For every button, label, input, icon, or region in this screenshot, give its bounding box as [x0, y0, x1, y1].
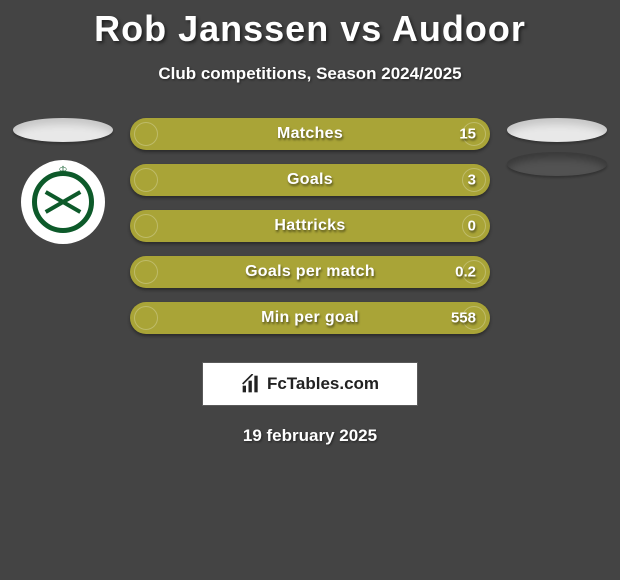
stat-value: 0	[468, 218, 476, 235]
stat-label: Goals	[287, 171, 333, 189]
club-cross-icon	[43, 182, 83, 222]
stat-bar: Matches 15	[130, 118, 490, 150]
left-player-column: ♔	[8, 118, 118, 244]
club-badge-inner	[32, 171, 94, 233]
player-photo-placeholder	[13, 118, 113, 142]
stats-bars: Matches 15 Goals 3 Hattricks 0 Goals per…	[130, 118, 490, 334]
stat-label: Matches	[277, 125, 343, 143]
right-player-column	[502, 118, 612, 176]
bar-end-outline	[134, 122, 158, 146]
stat-label: Hattricks	[274, 217, 345, 235]
stat-value: 558	[451, 310, 476, 327]
stat-value: 3	[468, 172, 476, 189]
brand-link[interactable]: FcTables.com	[202, 362, 418, 406]
content-area: ♔ Matches 15 Goals 3	[0, 118, 620, 338]
page-subtitle: Club competitions, Season 2024/2025	[0, 64, 620, 84]
club-badge-lommel: ♔	[21, 160, 105, 244]
brand-text: FcTables.com	[267, 374, 379, 394]
bar-end-outline	[134, 168, 158, 192]
date-text: 19 february 2025	[0, 426, 620, 446]
page-title: Rob Janssen vs Audoor	[0, 0, 620, 50]
comparison-card: Rob Janssen vs Audoor Club competitions,…	[0, 0, 620, 580]
bar-end-outline	[134, 260, 158, 284]
stat-label: Goals per match	[245, 263, 375, 281]
bar-end-outline	[134, 306, 158, 330]
club-badge-placeholder	[507, 152, 607, 176]
bar-end-outline	[134, 214, 158, 238]
stat-bar: Goals per match 0.2	[130, 256, 490, 288]
stat-bar: Min per goal 558	[130, 302, 490, 334]
stat-bar: Hattricks 0	[130, 210, 490, 242]
stat-bar: Goals 3	[130, 164, 490, 196]
bar-chart-icon	[241, 374, 261, 394]
stat-value: 15	[459, 126, 476, 143]
stat-value: 0.2	[455, 264, 476, 281]
stat-label: Min per goal	[261, 309, 359, 327]
player-photo-placeholder	[507, 118, 607, 142]
